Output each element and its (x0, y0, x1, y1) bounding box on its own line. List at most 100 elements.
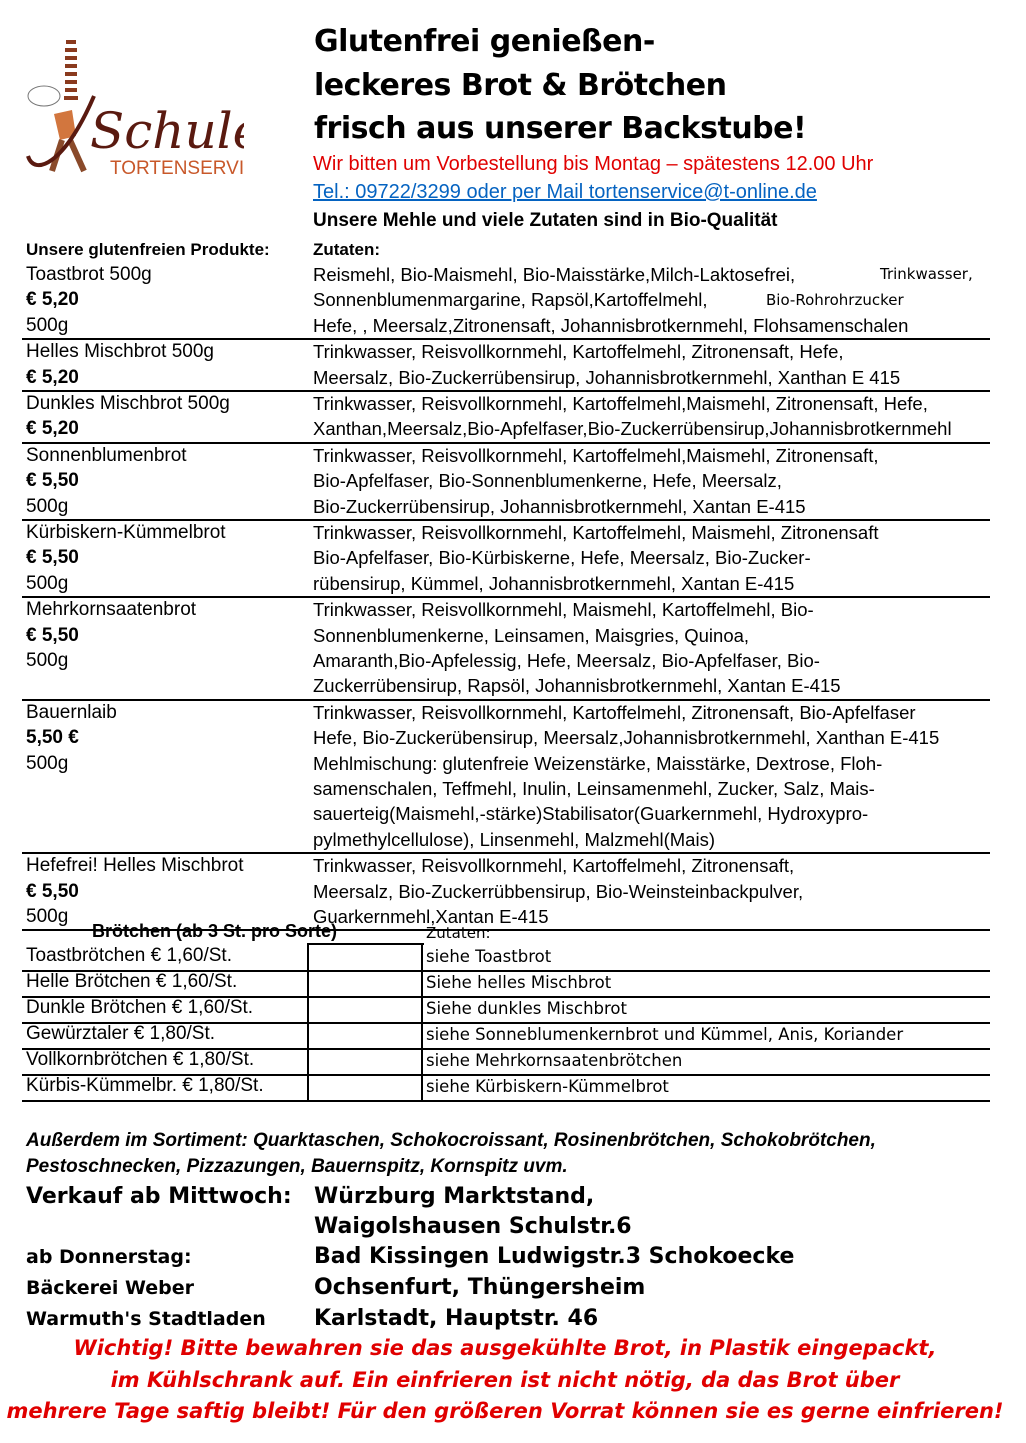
roll-row: Toastbrötchen € 1,60/St. siehe Toastbrot (22, 944, 990, 972)
assortment-line-1: Außerdem im Sortiment: Quarktaschen, Sch… (26, 1130, 876, 1151)
warning-line-1: Wichtig! Bitte bewahren sie das ausgeküh… (73, 1336, 937, 1360)
roll-name: Dunkle Brötchen € 1,60/St. (26, 997, 254, 1018)
title-line-3: frisch aus unserer Backstube! (314, 111, 807, 146)
ingredient-line: Reismehl, Bio-Maismehl, Bio-Maisstärke,M… (313, 264, 796, 285)
product-row: Toastbrot 500g € 5,20 500g Reismehl, Bio-Ma… (22, 262, 990, 341)
rolls-ingredients-header: Zutaten: (426, 924, 491, 942)
warning-line-2: im Kühlschrank auf. Ein einfrieren ist n… (110, 1368, 900, 1392)
sales-location: Karlstadt, Hauptstr. 46 (314, 1306, 599, 1331)
sales-location: Würzburg Marktstand, (314, 1184, 595, 1209)
ingredient-line: rübensirup, Kümmel, Johannisbrotkernmehl… (313, 572, 795, 594)
sales-label: Warmuth's Stadtladen (26, 1308, 266, 1330)
product-row: Bauernlaib 5,50 € 500g Trinkwasser, Reisvol… (22, 700, 990, 855)
sales-label: Bäckerei Weber (26, 1277, 194, 1299)
order-box-top (308, 943, 424, 945)
roll-row: Helle Brötchen € 1,60/St. Siehe helles Mi… (22, 970, 990, 998)
ingredient-line: Meersalz, Bio-Zuckerrübbensirup, Bio-Wei… (313, 880, 804, 902)
logo: Schuler TORTENSERVICE (24, 36, 289, 181)
roll-name: Helle Brötchen € 1,60/St. (26, 971, 238, 992)
ingredient-line: Zuckerrübensirup, Rapsöl, Johannisbrotke… (313, 675, 841, 697)
ingredient-line: Xanthan,Meersalz,Bio-Apfelfaser,Bio-Zuck… (313, 418, 952, 440)
ingredient-line: Meersalz, Bio-Zuckerrübensirup, Johannis… (313, 366, 901, 388)
product-price: € 5,20 (26, 418, 79, 440)
rolls-header: Brötchen (ab 3 St. pro Sorte) (92, 921, 338, 941)
roll-name: Vollkornbrötchen € 1,80/St. (26, 1049, 255, 1070)
product-price: 5,50 € (26, 727, 79, 749)
ingredient-line: Bio-Apfelfaser, Bio-Sonnenblumenkerne, H… (313, 470, 782, 492)
sales-location: Waigolshausen Schulstr.6 (314, 1214, 632, 1239)
roll-ingredients: siehe Kürbiskern-Kümmelbrot (426, 1077, 669, 1096)
roll-row: Gewürztaler € 1,80/St. siehe Sonneblumenk… (22, 1022, 990, 1050)
product-name: Hefefrei! Helles Mischbrot (26, 855, 244, 877)
product-weight: 500g (26, 905, 69, 927)
ingredient-line: samenschalen, Teffmehl, Inulin, Leinsame… (313, 777, 875, 799)
logo-wordmark: Schuler (90, 102, 244, 160)
ingredient-line: Trinkwasser, Reisvollkornmehl, Maismehl,… (313, 599, 814, 621)
ingredient-line: Sonnenblumenkerne, Leinsamen, Maisgries,… (313, 624, 750, 646)
ingredient-line: sauerteig(Maismehl,-stärke)Stabilisator(… (313, 803, 869, 825)
product-price: € 5,50 (26, 624, 79, 646)
ingredient-line: Hefe, , Meersalz,Zitronensaft, Johannisb… (313, 314, 909, 336)
product-price: € 5,50 (26, 880, 79, 902)
roll-name: Kürbis-Kümmelbr. € 1,80/St. (26, 1075, 264, 1096)
title-line-1: Glutenfrei genießen- (314, 24, 655, 59)
ingredient-line: Trinkwasser, Reisvollkornmehl, Kartoffel… (313, 393, 928, 414)
ingredients-header: Zutaten: (313, 240, 381, 259)
product-weight: 500g (26, 752, 69, 774)
contact-link[interactable]: Tel.: 09722/3299 oder per Mail tortenser… (313, 181, 817, 203)
roll-ingredients: siehe Mehrkornsaatenbrötchen (426, 1051, 683, 1070)
product-name: Helles Mischbrot 500g (26, 341, 214, 363)
logo-subtitle: TORTENSERVICE (110, 158, 244, 179)
roll-row: Vollkornbrötchen € 1,80/St. siehe Mehrkor… (22, 1048, 990, 1076)
roll-ingredients: siehe Sonneblumenkernbrot und Kümmel, An… (426, 1025, 904, 1044)
product-row: Mehrkornsaatenbrot € 5,50 500g Trinkwasser,… (22, 597, 990, 701)
product-weight: 500g (26, 495, 69, 517)
products-header: Unsere glutenfreien Produkte: (26, 240, 270, 259)
product-name: Sonnenblumenbrot (26, 444, 187, 466)
roll-name: Toastbrötchen € 1,60/St. (26, 945, 232, 966)
ingredient-extra: Bio-Rohrohrzucker (766, 291, 904, 309)
product-price: € 5,20 (26, 366, 79, 388)
ingredient-line: Trinkwasser, Reisvollkornmehl, Kartoffel… (313, 341, 844, 363)
product-row: Sonnenblumenbrot € 5,50 500g Trinkwasser, R… (22, 443, 990, 521)
product-name: Bauernlaib (26, 701, 117, 723)
product-name: Dunkles Mischbrot 500g (26, 393, 230, 414)
product-name: Toastbrot 500g (26, 264, 152, 285)
sales-label: Verkauf ab Mittwoch: (26, 1184, 292, 1209)
ingredient-line: pylmethylcellulose), Linsenmehl, Malzmeh… (313, 828, 715, 850)
ingredient-line: Trinkwasser, Reisvollkornmehl, Kartoffel… (313, 522, 879, 543)
roll-ingredients: Siehe dunkles Mischbrot (426, 999, 627, 1018)
product-price: € 5,50 (26, 547, 79, 569)
product-row: Hefefrei! Helles Mischbrot € 5,50 500g Trin… (22, 853, 990, 932)
ingredient-line: Trinkwasser, Reisvollkornmehl, Kartoffel… (313, 855, 795, 877)
ingredient-line: Sonnenblumenmargarine, Rapsöl,Kartoffelm… (313, 289, 708, 311)
sales-location: Ochsenfurt, Thüngersheim (314, 1275, 646, 1300)
title-line-2: leckeres Brot & Brötchen (314, 68, 727, 103)
sales-label: ab Donnerstag: (26, 1246, 192, 1268)
assortment-line-2: Pestoschnecken, Pizzazungen, Bauernspitz… (26, 1156, 568, 1177)
ingredient-line: Trinkwasser, Reisvollkornmehl, Kartoffel… (313, 701, 916, 723)
product-name: Kürbiskern-Kümmelbrot (26, 522, 226, 543)
product-weight: 500g (26, 314, 69, 336)
product-weight: 500g (26, 649, 69, 671)
order-note: Wir bitten um Vorbestellung bis Montag –… (313, 153, 874, 175)
product-weight: 500g (26, 572, 69, 594)
ingredient-line: Bio-Zuckerrübensirup, Johannisbrotkernme… (313, 495, 806, 517)
column-divider (307, 943, 309, 1102)
product-row: Helles Mischbrot 500g € 5,20 Trinkwasser, … (22, 339, 990, 392)
roll-ingredients: siehe Toastbrot (426, 947, 552, 966)
product-name: Mehrkornsaatenbrot (26, 599, 197, 621)
ingredient-line: Bio-Apfelfaser, Bio-Kürbiskerne, Hefe, M… (313, 547, 811, 569)
ingredient-line: Hefe, Bio-Zuckerübensirup, Meersalz,Joha… (313, 727, 940, 749)
roll-ingredients: Siehe helles Mischbrot (426, 973, 612, 992)
ingredient-line: Amaranth,Bio-Apfelessig, Hefe, Meersalz,… (313, 649, 820, 671)
ingredient-line: Mehlmischung: glutenfreie Weizenstärke, … (313, 752, 883, 774)
roll-name: Gewürztaler € 1,80/St. (26, 1023, 216, 1044)
bio-note: Unsere Mehle und viele Zutaten sind in B… (313, 210, 778, 231)
column-divider (421, 943, 423, 1102)
roll-row: Kürbis-Kümmelbr. € 1,80/St. siehe Kürbisk… (22, 1074, 990, 1102)
warning-line-3: mehrere Tage saftig bleibt! Für den größ… (6, 1399, 1004, 1423)
roll-row: Dunkle Brötchen € 1,60/St. Siehe dunkles … (22, 996, 990, 1024)
ingredient-extra: Trinkwasser, (880, 265, 973, 283)
product-row: Kürbiskern-Kümmelbrot € 5,50 500g Trinkwass… (22, 520, 990, 599)
